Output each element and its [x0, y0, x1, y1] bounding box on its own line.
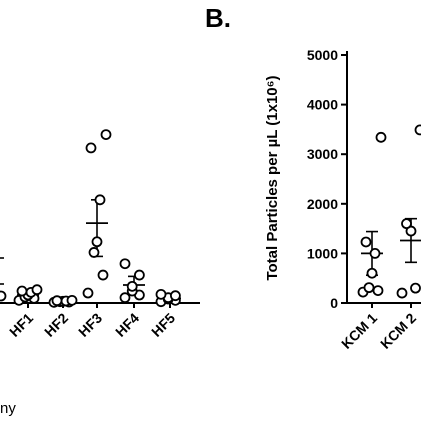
- data-point: [16, 285, 28, 297]
- data-point: [372, 285, 384, 297]
- data-point: [375, 131, 387, 143]
- data-point: [401, 218, 412, 230]
- data-point: [31, 284, 43, 296]
- x-tick-label: HF2: [41, 310, 71, 340]
- data-point: [0, 290, 7, 302]
- data-point: [155, 288, 167, 300]
- x-tick-label: HF1: [6, 310, 36, 340]
- data-point: [410, 282, 421, 294]
- data-point: [94, 194, 106, 206]
- data-point: [82, 287, 94, 299]
- data-point: [119, 292, 131, 304]
- x-axis-title-fragment: ny: [0, 400, 16, 417]
- y-tick-label: 1000: [307, 245, 338, 261]
- data-point: [97, 269, 109, 281]
- panel-label-b: B.: [205, 3, 231, 33]
- y-axis-title: Total Particles per µL (1x10⁶): [264, 75, 281, 280]
- data-point: [119, 258, 131, 270]
- data-point: [363, 282, 375, 294]
- x-tick-label: KCM 1: [338, 310, 380, 352]
- data-point: [126, 280, 138, 292]
- data-point: [414, 124, 421, 136]
- data-point: [360, 236, 372, 248]
- y-tick-label: 0: [330, 295, 338, 311]
- x-tick-label: HF4: [112, 310, 142, 340]
- panel-a: HF1 HF2 HF3 HF4 HF5: [0, 129, 200, 340]
- data-point: [51, 295, 63, 307]
- data-point: [91, 236, 103, 248]
- data-point: [85, 142, 97, 154]
- x-tick-label: HF3: [75, 310, 105, 340]
- data-point: [366, 267, 378, 279]
- data-point: [369, 247, 381, 259]
- data-point: [133, 269, 145, 281]
- data-point: [88, 247, 100, 258]
- data-point: [66, 294, 78, 306]
- y-tick-label: 4000: [307, 97, 338, 113]
- y-tick-label: 5000: [307, 47, 338, 63]
- x-tick-label: HF5: [148, 310, 178, 340]
- y-tick-label: 2000: [307, 196, 338, 212]
- y-tick-label: 3000: [307, 146, 338, 162]
- data-point: [100, 129, 112, 140]
- x-tick-label: KCM 2: [377, 310, 419, 352]
- panel-b: B. Total Particles per µL (1x10⁶) 0 1000 2…: [205, 3, 421, 352]
- data-point: [396, 287, 408, 299]
- data-point: [169, 290, 181, 302]
